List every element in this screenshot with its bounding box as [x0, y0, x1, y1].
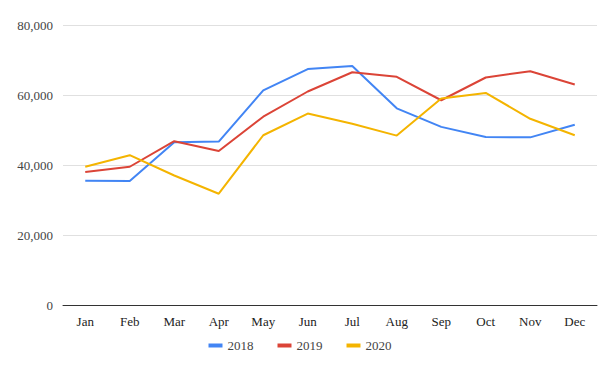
svg-text:Feb: Feb — [120, 314, 140, 329]
svg-text:Nov: Nov — [519, 314, 542, 329]
svg-text:Aug: Aug — [386, 314, 409, 329]
svg-text:2020: 2020 — [366, 338, 392, 353]
svg-text:Jul: Jul — [345, 314, 361, 329]
svg-text:Sep: Sep — [432, 314, 452, 329]
svg-text:Apr: Apr — [209, 314, 230, 329]
svg-text:2018: 2018 — [228, 338, 254, 353]
svg-text:Mar: Mar — [163, 314, 185, 329]
svg-text:Jan: Jan — [77, 314, 95, 329]
svg-text:80,000: 80,000 — [17, 18, 53, 33]
svg-text:40,000: 40,000 — [17, 158, 53, 173]
svg-text:Dec: Dec — [564, 314, 585, 329]
svg-text:2019: 2019 — [297, 338, 323, 353]
svg-text:20,000: 20,000 — [17, 228, 53, 243]
svg-text:Jun: Jun — [299, 314, 318, 329]
svg-text:60,000: 60,000 — [17, 88, 53, 103]
svg-text:May: May — [251, 314, 275, 329]
svg-text:0: 0 — [47, 298, 54, 313]
svg-text:Oct: Oct — [476, 314, 495, 329]
